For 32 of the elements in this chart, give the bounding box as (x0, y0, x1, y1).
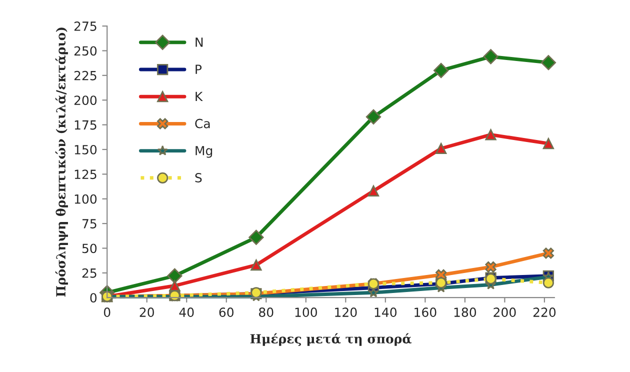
y-tick-label: 100 (74, 194, 97, 204)
legend-label: Ca (195, 118, 210, 128)
x-tick-label: 80 (259, 308, 274, 317)
y-tick-label: 50 (82, 244, 97, 254)
x-tick-label: 180 (454, 308, 476, 317)
y-tick-label: 250 (74, 46, 97, 56)
x-tick-label: 200 (494, 308, 516, 317)
x-tick-label: 140 (374, 308, 397, 317)
legend-label: S (195, 173, 202, 182)
y-axis-title: Πρόσληψη θρεπτικών (κιλά/εκτάριο) (55, 28, 68, 297)
x-axis-title: Ημέρες μετά τη σπορά (250, 333, 412, 346)
y-tick-label: 275 (74, 22, 96, 31)
x-tick-label: 60 (219, 308, 234, 317)
legend-label: Mg (196, 146, 212, 158)
x-tick-label: 160 (414, 308, 436, 317)
x-tick-label: 220 (533, 308, 556, 317)
y-tick-label: 0 (90, 293, 97, 303)
legend-label: P (196, 64, 202, 74)
x-tick-label: 40 (179, 308, 194, 317)
x-tick-label: 120 (335, 308, 357, 317)
legend-label: K (196, 92, 203, 101)
y-tick-label: 225 (74, 70, 96, 80)
y-tick-label: 25 (82, 268, 96, 278)
y-tick-label: 200 (74, 96, 97, 106)
y-tick-label: 75 (82, 219, 96, 228)
x-tick-label: 20 (140, 308, 154, 317)
y-tick-label: 125 (74, 170, 96, 180)
x-tick-label: 100 (295, 308, 317, 317)
y-tick-label: 175 (74, 120, 96, 130)
x-tick-label: 0 (104, 308, 110, 317)
y-tick-label: 150 (74, 144, 97, 154)
legend-label: N (196, 38, 203, 47)
